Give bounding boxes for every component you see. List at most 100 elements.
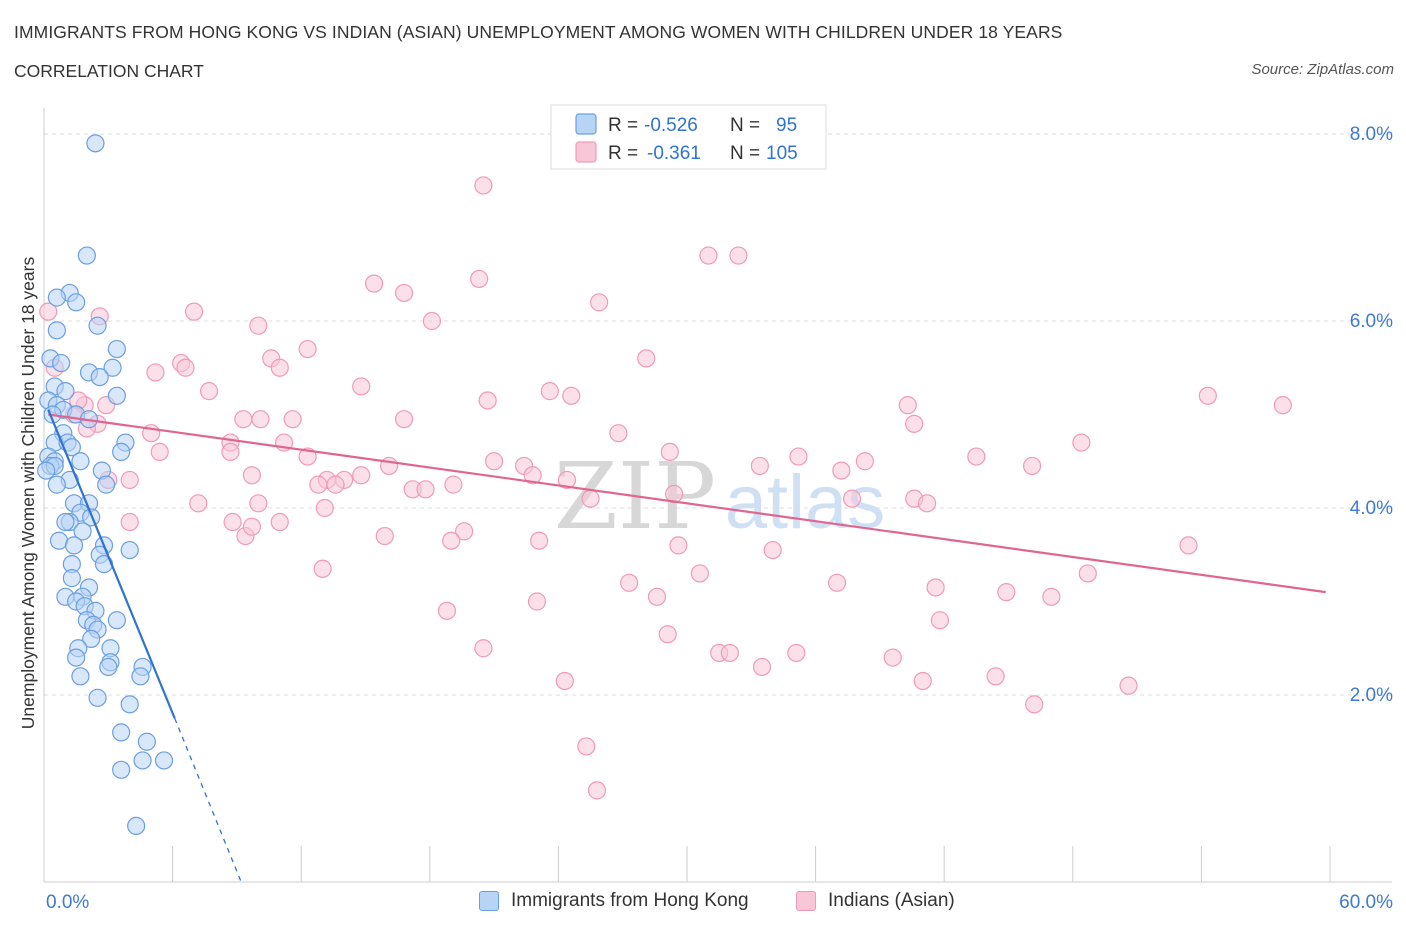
indians-point-86 bbox=[530, 531, 549, 550]
hong-kong-point-71 bbox=[131, 667, 150, 686]
indians-point-105 bbox=[720, 643, 739, 663]
indians-point-25 bbox=[199, 382, 219, 401]
hong-kong-point-72 bbox=[88, 688, 107, 707]
indians-point-97 bbox=[527, 592, 547, 611]
y-tick-label-2: 6.0% bbox=[1350, 311, 1393, 332]
indians-point-106 bbox=[787, 643, 806, 663]
hong-kong-point-78 bbox=[112, 760, 131, 779]
indians-point-27 bbox=[562, 386, 581, 405]
hong-kong-point-45 bbox=[49, 531, 69, 550]
hong-kong-point-75 bbox=[137, 732, 156, 751]
indians-point-12 bbox=[590, 293, 609, 312]
indians-point-111 bbox=[986, 667, 1005, 686]
watermark: ZIP atlas bbox=[554, 443, 885, 550]
y-axis-label: Unemployment Among Women with Children U… bbox=[18, 257, 38, 730]
indians-point-0 bbox=[39, 302, 58, 321]
hong-kong-point-7 bbox=[107, 339, 126, 359]
indians-point-29 bbox=[1198, 386, 1217, 405]
hong-kong-point-1 bbox=[77, 246, 96, 265]
indians-point-74 bbox=[917, 494, 937, 513]
indians-point-59 bbox=[242, 466, 262, 485]
hong-kong-point-43 bbox=[56, 512, 75, 532]
indians-point-58 bbox=[557, 470, 577, 490]
hong-kong-point-41 bbox=[82, 508, 101, 527]
legend-r-value-2: -0.361 bbox=[647, 143, 701, 164]
hong-kong-point-3 bbox=[67, 293, 86, 312]
indians-point-91 bbox=[690, 564, 709, 583]
x-tick-labels: 0.0% 60.0% bbox=[46, 892, 1393, 913]
hong-kong-point-30 bbox=[71, 452, 90, 471]
indians-point-67 bbox=[444, 475, 463, 494]
indians-point-83 bbox=[454, 522, 474, 541]
indians-point-98 bbox=[620, 573, 639, 592]
indians-point-38 bbox=[394, 410, 414, 429]
series-hong-kong-top-points bbox=[37, 134, 174, 836]
legend-box bbox=[550, 104, 827, 170]
indians-point-52 bbox=[855, 452, 874, 471]
indians-point-40 bbox=[609, 424, 628, 443]
indians-point-21 bbox=[146, 363, 165, 382]
legend-n-label-1: N = bbox=[730, 115, 760, 136]
indians-point-57 bbox=[523, 466, 542, 485]
indians-point-107 bbox=[883, 648, 902, 667]
indians-point-3 bbox=[184, 302, 204, 321]
indians-point-64 bbox=[352, 466, 371, 485]
legend-swatch-hong-kong-bottom bbox=[479, 891, 499, 911]
hong-kong-point-70 bbox=[71, 667, 90, 686]
trend-lines bbox=[47, 409, 1326, 883]
hong-kong-point-12 bbox=[90, 368, 109, 387]
legend-item-hong-kong: Immigrants from Hong Kong bbox=[479, 890, 749, 912]
indians-point-28 bbox=[898, 396, 917, 415]
indians-point-99 bbox=[647, 587, 667, 606]
indians-point-82 bbox=[270, 512, 289, 532]
hong-kong-point-6 bbox=[47, 321, 66, 340]
indians-point-62 bbox=[120, 470, 139, 490]
y-tick-labels: 2.0% 4.0% 6.0% 8.0% bbox=[1350, 124, 1393, 706]
indians-point-36 bbox=[251, 410, 270, 429]
indians-point-11 bbox=[422, 311, 442, 331]
chart-title: IMMIGRANTS FROM HONG KONG VS INDIAN (ASI… bbox=[14, 22, 1063, 42]
x-tick-label-0: 0.0% bbox=[46, 892, 89, 913]
indians-point-75 bbox=[315, 498, 334, 518]
watermark-atlas: atlas bbox=[725, 460, 886, 545]
indians-point-5 bbox=[474, 176, 493, 195]
chart-subtitle: CORRELATION CHART bbox=[14, 61, 204, 81]
legend-swatch-indians-bottom bbox=[796, 891, 816, 911]
hong-kong-point-33 bbox=[37, 461, 56, 480]
indians-point-72 bbox=[842, 489, 862, 508]
x-tick-label-1: 60.0% bbox=[1339, 892, 1393, 913]
indians-point-102 bbox=[658, 625, 677, 644]
hong-kong-point-5 bbox=[88, 316, 107, 335]
hong-kong-point-46 bbox=[64, 536, 84, 555]
legend-label-hong-kong: Immigrants from Hong Kong bbox=[511, 890, 749, 911]
hong-kong-point-44 bbox=[73, 522, 92, 541]
indians-point-95 bbox=[1042, 587, 1061, 606]
indians-point-19 bbox=[637, 349, 656, 368]
indians-point-109 bbox=[555, 671, 574, 691]
indians-point-10 bbox=[469, 269, 489, 289]
indians-point-94 bbox=[997, 583, 1016, 602]
indians-point-54 bbox=[1022, 456, 1042, 476]
indians-point-103 bbox=[474, 639, 493, 658]
indians-point-7 bbox=[729, 246, 748, 265]
indians-point-96 bbox=[1078, 564, 1097, 583]
indians-point-77 bbox=[249, 494, 268, 513]
hong-kong-point-73 bbox=[120, 695, 139, 714]
indians-point-92 bbox=[827, 573, 847, 592]
hong-kong-point-48 bbox=[120, 540, 139, 560]
legend-n-value-1: 95 bbox=[776, 115, 797, 136]
legend-swatch-indians bbox=[575, 141, 597, 163]
indians-point-47 bbox=[298, 447, 317, 466]
indians-point-4 bbox=[249, 316, 268, 335]
indians-point-90 bbox=[313, 559, 332, 578]
indians-point-46 bbox=[967, 447, 986, 466]
indians-point-18 bbox=[352, 377, 371, 396]
indians-point-17 bbox=[270, 358, 289, 377]
indians-point-115 bbox=[587, 781, 607, 800]
series-legend: Immigrants from Hong Kong Indians (Asian… bbox=[0, 890, 1406, 916]
legend-label-indians: Indians (Asian) bbox=[828, 890, 955, 911]
source-label: Source: ZipAtlas.com bbox=[1251, 61, 1394, 78]
correlation-legend: R = -0.526 N = 95 R = -0.361 N = 105 bbox=[550, 104, 827, 170]
indians-point-108 bbox=[752, 657, 772, 677]
